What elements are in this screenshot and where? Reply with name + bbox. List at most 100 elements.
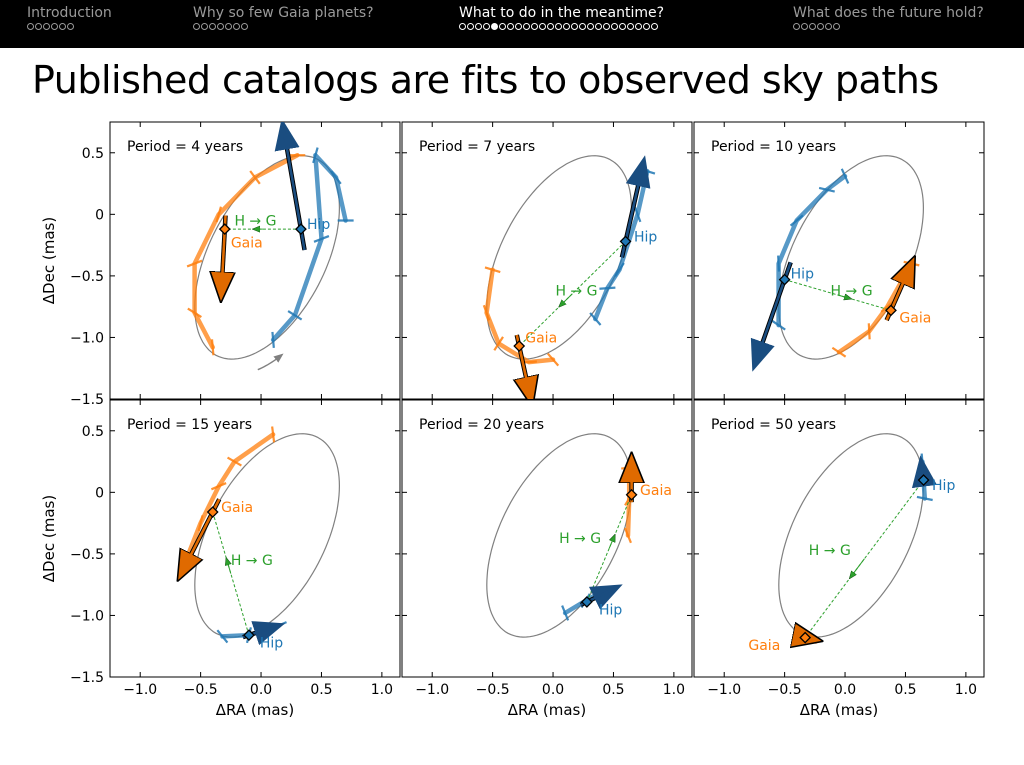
gaia-label: Gaia <box>221 500 253 516</box>
gaia-observed-arc-scan-mark <box>210 339 215 356</box>
nav-dot[interactable] <box>563 23 570 30</box>
nav-dot[interactable] <box>539 23 546 30</box>
nav-dot[interactable] <box>825 23 832 30</box>
nav-dot[interactable] <box>217 23 224 30</box>
panel-plot-area: Hip Gaia H → G <box>750 155 931 372</box>
panel-4: Hip Gaia H → G Period = 15 years −1.0 −0.5 0.0… <box>40 399 401 719</box>
gaia-observed-arc-scan-mark <box>546 352 560 367</box>
nav-dot[interactable] <box>209 23 216 30</box>
nav-section-2[interactable]: Why so few Gaia planets? <box>193 4 374 35</box>
panel-title: Period = 7 years <box>419 139 535 155</box>
nav-dot[interactable] <box>603 23 610 30</box>
nav-dot[interactable] <box>225 23 232 30</box>
x-axis-label: ΔRA (mas) <box>508 701 586 719</box>
hip-observed-arc-scan-mark <box>771 319 786 331</box>
hip-observed-arc-scan-mark <box>599 286 616 290</box>
nav-dot[interactable] <box>523 23 530 30</box>
nav-dot[interactable] <box>241 23 248 30</box>
y-tick-label: −1.5 <box>70 392 104 408</box>
x-tick-label: 0.0 <box>834 682 856 698</box>
nav-section-4[interactable]: What does the future hold? <box>793 4 984 35</box>
gaia-observed-arc-scan-mark <box>186 259 203 268</box>
hip-label: Hip <box>599 602 622 618</box>
panel-frame <box>693 121 985 400</box>
nav-dot[interactable] <box>459 23 466 30</box>
hip-label: Hip <box>307 217 330 233</box>
nav-dot[interactable] <box>817 23 824 30</box>
hip-observed-arc-scan-mark <box>916 495 933 502</box>
nav-dot[interactable] <box>651 23 658 30</box>
nav-section-title[interactable]: What does the future hold? <box>793 5 984 21</box>
hg-direction-arrow <box>850 558 865 578</box>
nav-dot[interactable] <box>193 23 200 30</box>
hip-label: Hip <box>791 266 814 282</box>
panel-title: Period = 50 years <box>711 417 836 433</box>
nav-section-title[interactable]: Introduction <box>27 5 112 21</box>
hg-dashed-line <box>804 479 924 638</box>
y-tick-label: 0 <box>95 207 104 223</box>
hip-observed-arc-scan-mark <box>216 629 229 644</box>
hip-observed-arc-scan-mark <box>312 147 319 164</box>
panel-plot-area: Hip Gaia H → G <box>180 426 341 652</box>
hg-label: H → G <box>831 284 873 300</box>
gaia-observed-arc-scan-mark <box>215 206 223 223</box>
nav-dot[interactable] <box>627 23 634 30</box>
nav-dot[interactable] <box>43 23 50 30</box>
nav-dot[interactable] <box>475 23 482 30</box>
hip-proper-motion-vector-position-marker <box>619 235 632 248</box>
nav-dot[interactable] <box>793 23 800 30</box>
nav-section-1[interactable]: Introduction <box>27 4 112 35</box>
nav-dot[interactable] <box>595 23 602 30</box>
hip-observed-arc-scan-mark <box>589 312 602 326</box>
nav-dot[interactable] <box>499 23 506 30</box>
nav-dot[interactable] <box>611 23 618 30</box>
nav-dot[interactable] <box>809 23 816 30</box>
gaia-observed-arc-scan-mark <box>226 456 242 467</box>
nav-dot[interactable] <box>555 23 562 30</box>
nav-section-title[interactable]: Why so few Gaia planets? <box>193 5 374 21</box>
panel-frame <box>401 399 693 678</box>
nav-dot[interactable] <box>587 23 594 30</box>
panel-1: Hip Gaia H → G Period = 4 years 0.5 0 −0.5 −1.0… <box>40 121 401 408</box>
gaia-proper-motion-vector-position-marker <box>513 340 526 352</box>
nav-dot[interactable] <box>801 23 808 30</box>
nav-frame-dots <box>193 23 374 35</box>
nav-dot[interactable] <box>833 23 840 30</box>
nav-dot[interactable] <box>233 23 240 30</box>
nav-dot[interactable] <box>547 23 554 30</box>
nav-dot[interactable] <box>619 23 626 30</box>
nav-dot[interactable] <box>635 23 642 30</box>
nav-section-3[interactable]: What to do in the meantime? <box>459 4 664 35</box>
nav-dot[interactable] <box>483 23 490 30</box>
y-tick-label: −1.5 <box>70 670 104 686</box>
nav-dot-current[interactable] <box>491 23 498 30</box>
nav-dot[interactable] <box>467 23 474 30</box>
hip-observed-arc-scan-mark <box>777 255 781 272</box>
gaia-observed-arc-scan-mark <box>210 482 227 491</box>
panel-6: Hip Gaia H → G Period = 50 years −1.0 −0.5 0.0… <box>693 399 985 719</box>
hip-observed-arc-scan-mark <box>818 186 835 193</box>
nav-dot[interactable] <box>507 23 514 30</box>
nav-dot[interactable] <box>531 23 538 30</box>
nav-dot[interactable] <box>643 23 650 30</box>
nav-dot[interactable] <box>515 23 522 30</box>
hip-label: Hip <box>260 636 283 652</box>
nav-dot[interactable] <box>201 23 208 30</box>
panel-plot-area: Hip Gaia H → G <box>748 433 955 654</box>
y-tick-label: 0.5 <box>82 146 104 162</box>
nav-dot[interactable] <box>59 23 66 30</box>
nav-frame-dots <box>793 23 984 35</box>
nav-dot[interactable] <box>579 23 586 30</box>
nav-dot[interactable] <box>67 23 74 30</box>
hip-observed-arc-scan-mark <box>330 170 342 185</box>
nav-dot[interactable] <box>571 23 578 30</box>
hip-proper-motion-vector-position-marker <box>778 273 791 286</box>
panel-plot-area: Hip Gaia H → G <box>482 155 657 399</box>
panel-2: Hip Gaia H → G Period = 7 years <box>401 121 693 400</box>
nav-dot[interactable] <box>35 23 42 30</box>
nav-section-title[interactable]: What to do in the meantime? <box>459 5 665 21</box>
nav-dot[interactable] <box>27 23 34 30</box>
nav-dot[interactable] <box>51 23 58 30</box>
x-tick-label: 1.0 <box>663 682 685 698</box>
x-tick-label: 1.0 <box>955 682 977 698</box>
